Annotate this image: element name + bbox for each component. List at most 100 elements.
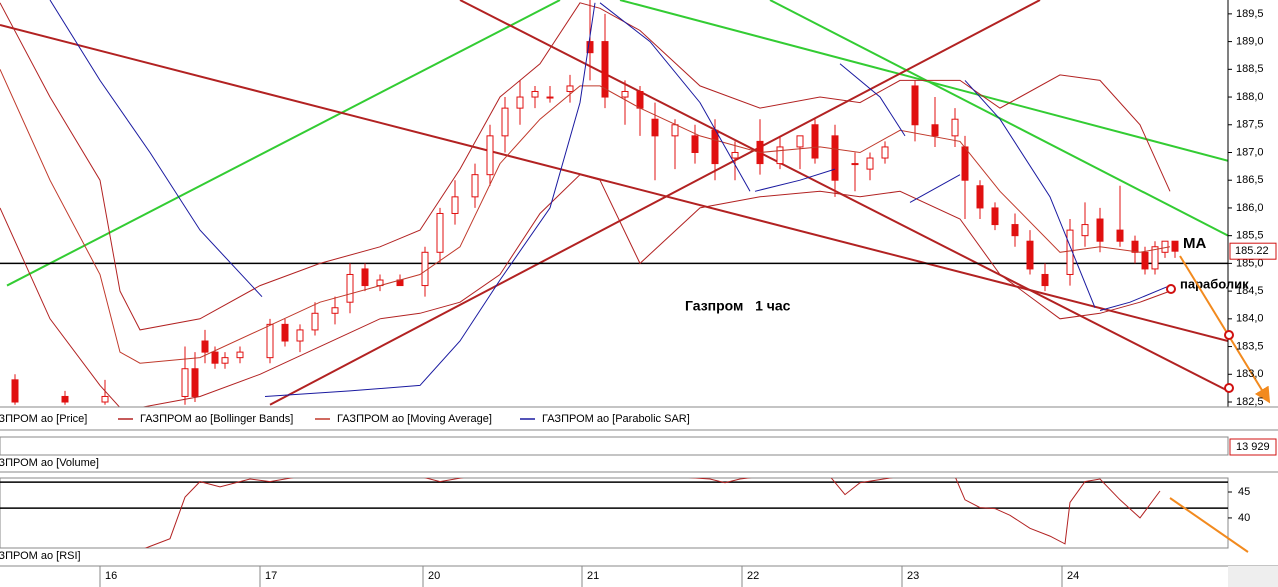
candle-body <box>1011 224 1019 237</box>
candle-body <box>331 307 339 314</box>
candle-body <box>311 312 319 331</box>
y-tick-label: 183,5 <box>1236 340 1264 352</box>
marker-circle <box>1166 284 1176 294</box>
candle-body <box>731 151 739 159</box>
volume-panel <box>0 436 1229 456</box>
candle-body <box>691 135 699 153</box>
candle-body <box>501 107 509 137</box>
trendline <box>0 23 1228 342</box>
candle-body <box>951 118 959 137</box>
candle-body <box>486 135 494 176</box>
candle-body <box>1116 229 1124 242</box>
rsi-tick-label: 40 <box>1238 512 1250 524</box>
candle-body <box>221 357 229 364</box>
sar-label: параболик <box>1180 276 1249 291</box>
y-tick-label: 185,5 <box>1236 230 1264 242</box>
candle-body <box>1026 240 1034 270</box>
candle-body <box>516 96 524 109</box>
candle-body <box>266 323 274 359</box>
price-plot <box>0 0 1228 407</box>
candle-body <box>961 146 969 181</box>
x-tick-label: 20 <box>428 570 440 582</box>
rsi-plot <box>0 478 1228 548</box>
panel-label: ГАЗПРОМ ао [Volume] <box>0 457 99 469</box>
panel-label: ГАЗПРОМ ао [RSI] <box>0 550 81 562</box>
band-upper <box>0 2 1171 331</box>
legend-label: ГАЗПРОМ ао [Price] <box>0 413 87 425</box>
y-tick-label: 185,0 <box>1236 257 1264 269</box>
candle-body <box>1131 240 1139 253</box>
last-price-box <box>1229 242 1277 260</box>
candle-body <box>651 118 659 137</box>
candle-body <box>61 395 69 403</box>
trendline <box>459 0 1228 392</box>
candle-body <box>236 351 244 359</box>
candle-body <box>671 124 679 137</box>
candle-body <box>421 251 429 287</box>
y-tick-label: 188,5 <box>1236 63 1264 75</box>
candle-body <box>191 368 199 397</box>
candle-body <box>811 124 819 159</box>
candle-body <box>621 90 629 98</box>
candle-body <box>881 146 889 159</box>
volume-label: 13 929 <box>1236 441 1270 453</box>
y-tick-label: 183,0 <box>1236 368 1264 380</box>
candle-body <box>11 379 19 403</box>
y-tick-label: 184,0 <box>1236 313 1264 325</box>
rsi-tick-label: 45 <box>1238 486 1250 498</box>
candle-body <box>346 273 354 303</box>
candle-body <box>601 41 609 98</box>
x-tick-label: 23 <box>907 570 919 582</box>
candle-body <box>1081 224 1089 237</box>
line-series <box>0 69 1171 364</box>
candle-body <box>361 268 369 287</box>
y-tick-label: 184,5 <box>1236 285 1264 297</box>
candle-body <box>1141 251 1149 270</box>
candle-body <box>851 163 859 166</box>
candle-body <box>1041 273 1049 287</box>
candle-body <box>976 185 984 209</box>
trendline <box>6 0 561 287</box>
candle-body <box>211 351 219 364</box>
x-tick-label: 22 <box>747 570 759 582</box>
candle-body <box>296 329 304 342</box>
candle-body <box>101 395 109 403</box>
trendline <box>269 0 1041 406</box>
x-tick-label: 21 <box>587 570 599 582</box>
candle-body <box>546 96 554 99</box>
rsi-line <box>144 478 1161 548</box>
candle-body <box>636 90 644 109</box>
y-tick-label: 189,5 <box>1236 8 1264 20</box>
arrow <box>1179 255 1271 404</box>
y-tick-label: 189,0 <box>1236 35 1264 47</box>
y-tick-label: 182,5 <box>1236 396 1264 408</box>
candle-body <box>201 340 209 353</box>
marker-circle <box>1224 383 1234 393</box>
candle-body <box>586 41 594 54</box>
candle-body <box>566 85 574 92</box>
candle-body <box>911 85 919 126</box>
marker-circle <box>1224 330 1234 340</box>
ma-label: MA <box>1183 235 1206 252</box>
last-price-label: 185.22 <box>1235 245 1269 257</box>
volume-box <box>1229 438 1277 456</box>
candle-body <box>866 157 874 170</box>
candle-body <box>531 90 539 98</box>
x-tick-label: 17 <box>265 570 277 582</box>
legend-label: ГАЗПРОМ ао [Parabolic SAR] <box>542 413 690 425</box>
candle-body <box>471 174 479 198</box>
candle-body <box>991 207 999 226</box>
legend-label: ГАЗПРОМ ао [Bollinger Bands] <box>140 413 293 425</box>
y-tick-label: 188,0 <box>1236 91 1264 103</box>
candle-body <box>181 368 189 397</box>
candle-body <box>776 146 784 165</box>
y-tick-label: 186,0 <box>1236 202 1264 214</box>
y-tick-label: 187,0 <box>1236 146 1264 158</box>
candle-body <box>831 135 839 181</box>
candle-body <box>711 129 719 165</box>
rsi-panel <box>0 477 1229 549</box>
y-tick-label: 187,5 <box>1236 119 1264 131</box>
line-series <box>49 0 1171 397</box>
